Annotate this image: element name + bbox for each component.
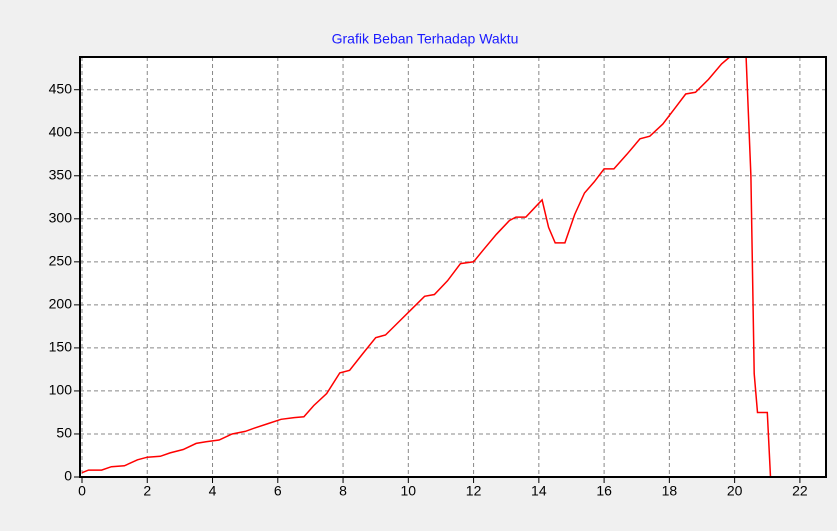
y-tick-label: 100 [49,382,73,398]
y-tick-label: 450 [49,80,73,96]
line-series [81,56,772,478]
x-tick-label: 14 [531,483,547,499]
x-tick-label: 16 [596,483,612,499]
x-tick-label: 10 [401,483,417,499]
x-tick-label: 22 [792,483,808,499]
y-tick-label: 200 [49,296,73,312]
plot-area [80,57,826,477]
y-tick-label: 0 [64,468,72,484]
y-tick-label: 350 [49,166,73,182]
chart-title: Grafik Beban Terhadap Waktu [332,31,519,47]
x-tick-label: 12 [466,483,482,499]
y-tick-label: 250 [49,253,73,269]
y-tick-label: 50 [56,425,72,441]
plot-border [79,56,827,478]
y-tick-label: 400 [49,123,73,139]
x-tick-label: 4 [209,483,217,499]
x-tick-label: 0 [78,483,86,499]
y-tick-label: 150 [49,339,73,355]
x-tick-label: 20 [727,483,743,499]
x-tick-label: 6 [274,483,282,499]
x-tick-label: 2 [143,483,151,499]
y-tick-label: 300 [49,210,73,226]
x-tick-label: 8 [339,483,347,499]
x-tick-label: 18 [662,483,678,499]
